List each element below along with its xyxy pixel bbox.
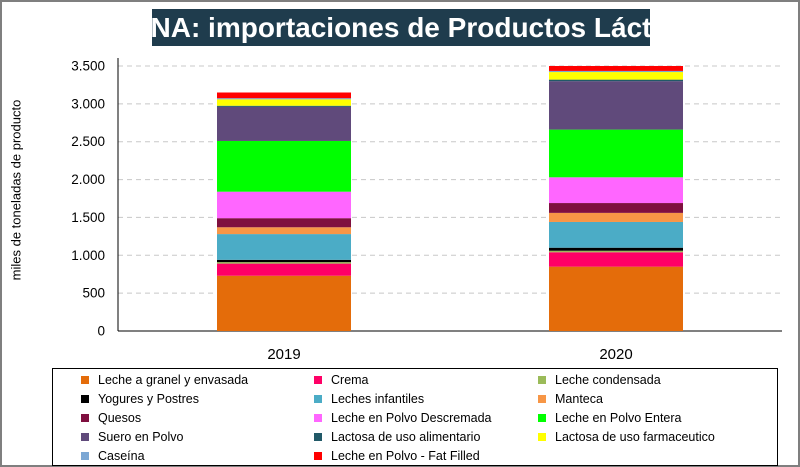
legend-swatch	[81, 433, 89, 441]
bar-segment	[549, 129, 683, 178]
bar-segment	[217, 234, 351, 260]
bar-segment	[217, 105, 351, 107]
bar-segment	[549, 177, 683, 204]
bar-segment	[217, 263, 351, 276]
legend-swatch	[314, 452, 322, 460]
bar-segment	[549, 250, 683, 253]
bar-segment	[549, 266, 683, 331]
bar-segment	[217, 191, 351, 219]
x-tick-label: 2020	[599, 346, 632, 363]
legend-swatch	[81, 376, 89, 384]
legend-swatch	[538, 376, 546, 384]
chart-title: CHINA: importaciones de Productos Lácteo…	[102, 11, 700, 43]
legend-label: Yogures y Postres	[98, 392, 199, 406]
legend-item: Leche en Polvo Descremada	[314, 411, 492, 425]
legend-label: Lactosa de uso farmaceutico	[555, 430, 715, 444]
bar-segment	[217, 275, 351, 331]
legend-label: Quesos	[98, 411, 142, 425]
legend-label: Crema	[331, 373, 369, 387]
bar-segment	[549, 79, 683, 82]
bar-segment	[549, 203, 683, 213]
legend-item: Leches infantiles	[314, 392, 424, 406]
legend-label: Leche en Polvo Entera	[555, 411, 682, 425]
y-tick-label: 500	[82, 286, 105, 301]
legend-item: Caseína	[81, 449, 145, 463]
bar-segment	[549, 247, 683, 251]
chart-legend: Leche a granel y envasada Crema Leche cond…	[52, 368, 778, 466]
legend-item: Yogures y Postres	[81, 392, 199, 406]
bar-segment	[217, 227, 351, 235]
chart-title-box: CHINA: importaciones de Productos Lácteo…	[102, 9, 700, 46]
bar-segment	[217, 106, 351, 141]
legend-swatch	[314, 395, 322, 403]
legend-label: Leche a granel y envasada	[98, 373, 249, 387]
legend-swatch	[314, 414, 322, 422]
legend-swatch	[314, 433, 322, 441]
legend-label: Leche en Polvo - Fat Filled	[331, 449, 480, 463]
bar-segment	[217, 262, 351, 264]
legend-swatch	[538, 395, 546, 403]
legend-item: Crema	[314, 373, 369, 387]
bar-segment	[549, 72, 683, 80]
x-tick-label: 2019	[267, 346, 300, 363]
bar-segment	[217, 92, 351, 99]
legend-item: Lactosa de uso alimentario	[314, 430, 480, 444]
bar-segment	[549, 81, 683, 130]
y-tick-label: 3.500	[71, 59, 105, 74]
bar-segment	[549, 212, 683, 222]
legend-label: Lactosa de uso alimentario	[331, 430, 481, 444]
bar-segment	[549, 252, 683, 267]
legend-item: Leche en Polvo Entera	[538, 411, 681, 425]
legend-item: Leche condensada	[538, 373, 661, 387]
legend-label: Leches infantiles	[331, 392, 425, 406]
legend-swatch	[81, 395, 89, 403]
legend-swatch	[81, 414, 89, 422]
legend-swatch	[81, 452, 89, 460]
legend-swatch	[538, 433, 546, 441]
legend-label: Leche condensada	[555, 373, 661, 387]
bar-segment	[217, 259, 351, 263]
legend-label: Caseína	[98, 449, 145, 463]
legend-label: Manteca	[555, 392, 603, 406]
bar-segment	[549, 66, 683, 71]
y-tick-label: 2.500	[71, 134, 105, 149]
legend-swatch	[314, 376, 322, 384]
y-tick-label: 2.000	[71, 172, 105, 187]
legend-item: Quesos	[81, 411, 141, 425]
legend-item: Lactosa de uso farmaceutico	[538, 430, 715, 444]
legend-item: Manteca	[538, 392, 603, 406]
bar-segment	[217, 98, 351, 100]
y-tick-label: 1.500	[71, 210, 105, 225]
legend-item: Leche en Polvo - Fat Filled	[314, 449, 480, 463]
y-tick-label: 1.000	[71, 248, 105, 263]
stacked-bar-chart: 0 500 1.000 1.500 2.000 2.500 3.000 3.500 2019 20…	[71, 58, 782, 363]
legend-label: Leche en Polvo Descremada	[331, 411, 492, 425]
legend-label: Suero en Polvo	[98, 430, 184, 444]
legend-item: Suero en Polvo	[81, 430, 183, 444]
bar-segment	[217, 99, 351, 106]
legend-swatch	[538, 414, 546, 422]
legend-item: Leche a granel y envasada	[81, 373, 248, 387]
y-tick-label: 3.000	[71, 96, 105, 111]
bar-segment	[217, 218, 351, 228]
bar-segment	[217, 140, 351, 192]
bar-segment	[549, 221, 683, 248]
y-tick-label: 0	[97, 324, 105, 339]
bar-segment	[549, 70, 683, 73]
